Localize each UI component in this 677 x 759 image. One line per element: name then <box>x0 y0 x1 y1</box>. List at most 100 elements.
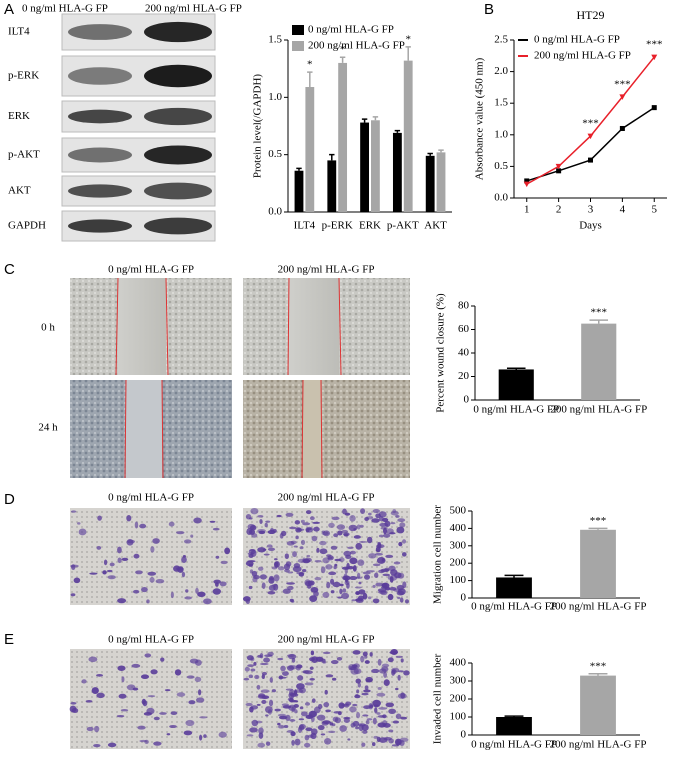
cell-stain <box>337 530 343 536</box>
cell-stain <box>348 524 358 532</box>
cell-stain <box>259 662 269 666</box>
cell-stain <box>378 569 385 574</box>
cell-stain <box>368 553 377 559</box>
cell-stain <box>257 654 263 658</box>
cell-stain <box>328 730 336 734</box>
cell-stain <box>389 586 397 591</box>
blot-column: 0 ng/ml HLA-G FP <box>22 3 108 15</box>
x-axis-label: Days <box>579 220 602 232</box>
bar <box>498 369 534 400</box>
cell-stain <box>312 521 321 524</box>
cell-stain <box>337 596 343 599</box>
cell-stain <box>155 578 165 584</box>
cell-stain <box>94 725 100 733</box>
cell-stain <box>294 520 301 525</box>
x-tick-label: 0 ng/ml HLA-G FP <box>471 739 557 751</box>
cell-stain <box>120 709 129 712</box>
cell-stain <box>333 711 341 714</box>
cell-stain <box>373 704 380 708</box>
significance: *** <box>582 118 599 130</box>
cell-stain <box>186 675 195 679</box>
cell-stain <box>386 528 394 535</box>
cell-stain <box>265 741 271 746</box>
cell-stain <box>373 735 379 739</box>
cell-stain <box>245 702 253 707</box>
cell-stain <box>334 563 338 567</box>
error-bar <box>427 152 433 156</box>
cell-stain <box>181 556 187 563</box>
cell-stain <box>304 682 314 686</box>
y-tick-label: 2.5 <box>494 34 508 46</box>
cell-stain <box>88 656 98 663</box>
cell-stain <box>183 539 192 544</box>
cell-stain <box>311 535 318 542</box>
bar <box>305 87 315 212</box>
cell-stain <box>352 720 360 727</box>
cell-stain <box>349 557 358 565</box>
cell-stain <box>132 589 140 594</box>
cell-stain <box>321 531 329 536</box>
y-tick-label: 400 <box>450 522 467 534</box>
cell-stain <box>199 716 208 719</box>
cell-stain <box>364 685 369 690</box>
cell-stain <box>376 692 386 697</box>
error-bar <box>329 153 335 161</box>
cell-stain <box>134 521 139 529</box>
cell-stain <box>378 737 388 743</box>
cell-stain <box>294 738 301 746</box>
cell-stain <box>258 727 264 735</box>
cell-stain <box>353 528 357 531</box>
wound-gap <box>303 380 321 478</box>
cell-stain <box>358 581 362 585</box>
micrograph <box>243 380 410 478</box>
cell-stain <box>356 524 361 530</box>
cell-stain <box>384 520 391 527</box>
cell-stain <box>184 596 193 600</box>
cell-stain <box>361 742 366 747</box>
cell-stain <box>258 732 264 739</box>
cell-stain <box>371 668 380 674</box>
cell-stain <box>284 553 289 560</box>
x-tick-label: 200 ng/ml HLA-G FP <box>550 739 647 751</box>
point <box>651 54 658 61</box>
point <box>523 181 530 188</box>
blot-band <box>144 64 212 88</box>
cell-stain <box>388 708 397 714</box>
cell-stain <box>359 524 364 528</box>
cell-stain <box>152 538 160 544</box>
cell-stain <box>126 515 132 522</box>
cell-stain <box>304 742 311 748</box>
cell-stain <box>398 541 403 547</box>
cell-stain <box>285 512 294 517</box>
cell-stain <box>353 535 361 539</box>
cell-stain <box>176 692 186 697</box>
cell-stain <box>117 665 126 671</box>
cell-stain <box>320 566 326 574</box>
cell-stain <box>141 698 146 705</box>
cell-stain <box>271 689 277 693</box>
cell-stain <box>360 508 366 515</box>
cell-stain <box>372 509 380 514</box>
cell-stain <box>121 676 125 683</box>
cell-stain <box>164 689 171 692</box>
cell-stain <box>274 558 278 561</box>
cell-stain <box>86 726 94 732</box>
cell-stain <box>213 579 221 584</box>
cell-stain <box>264 522 268 528</box>
point <box>651 105 657 111</box>
cell-stain <box>188 700 196 705</box>
cell-stain <box>277 566 285 571</box>
cell-stain <box>185 719 195 727</box>
cell-stain <box>323 701 330 708</box>
y-tick-label: 0 <box>464 394 470 406</box>
cell-stain <box>91 687 99 694</box>
y-tick-label: 2.0 <box>494 65 508 77</box>
error-bar <box>504 574 524 578</box>
cell-stain <box>246 734 254 737</box>
y-tick-label: 200 <box>450 557 467 569</box>
cell-stain <box>354 598 363 602</box>
cell-stain <box>319 540 327 546</box>
cell-stain <box>310 650 315 656</box>
cell-stain <box>254 674 260 680</box>
cell-stain <box>141 586 148 593</box>
